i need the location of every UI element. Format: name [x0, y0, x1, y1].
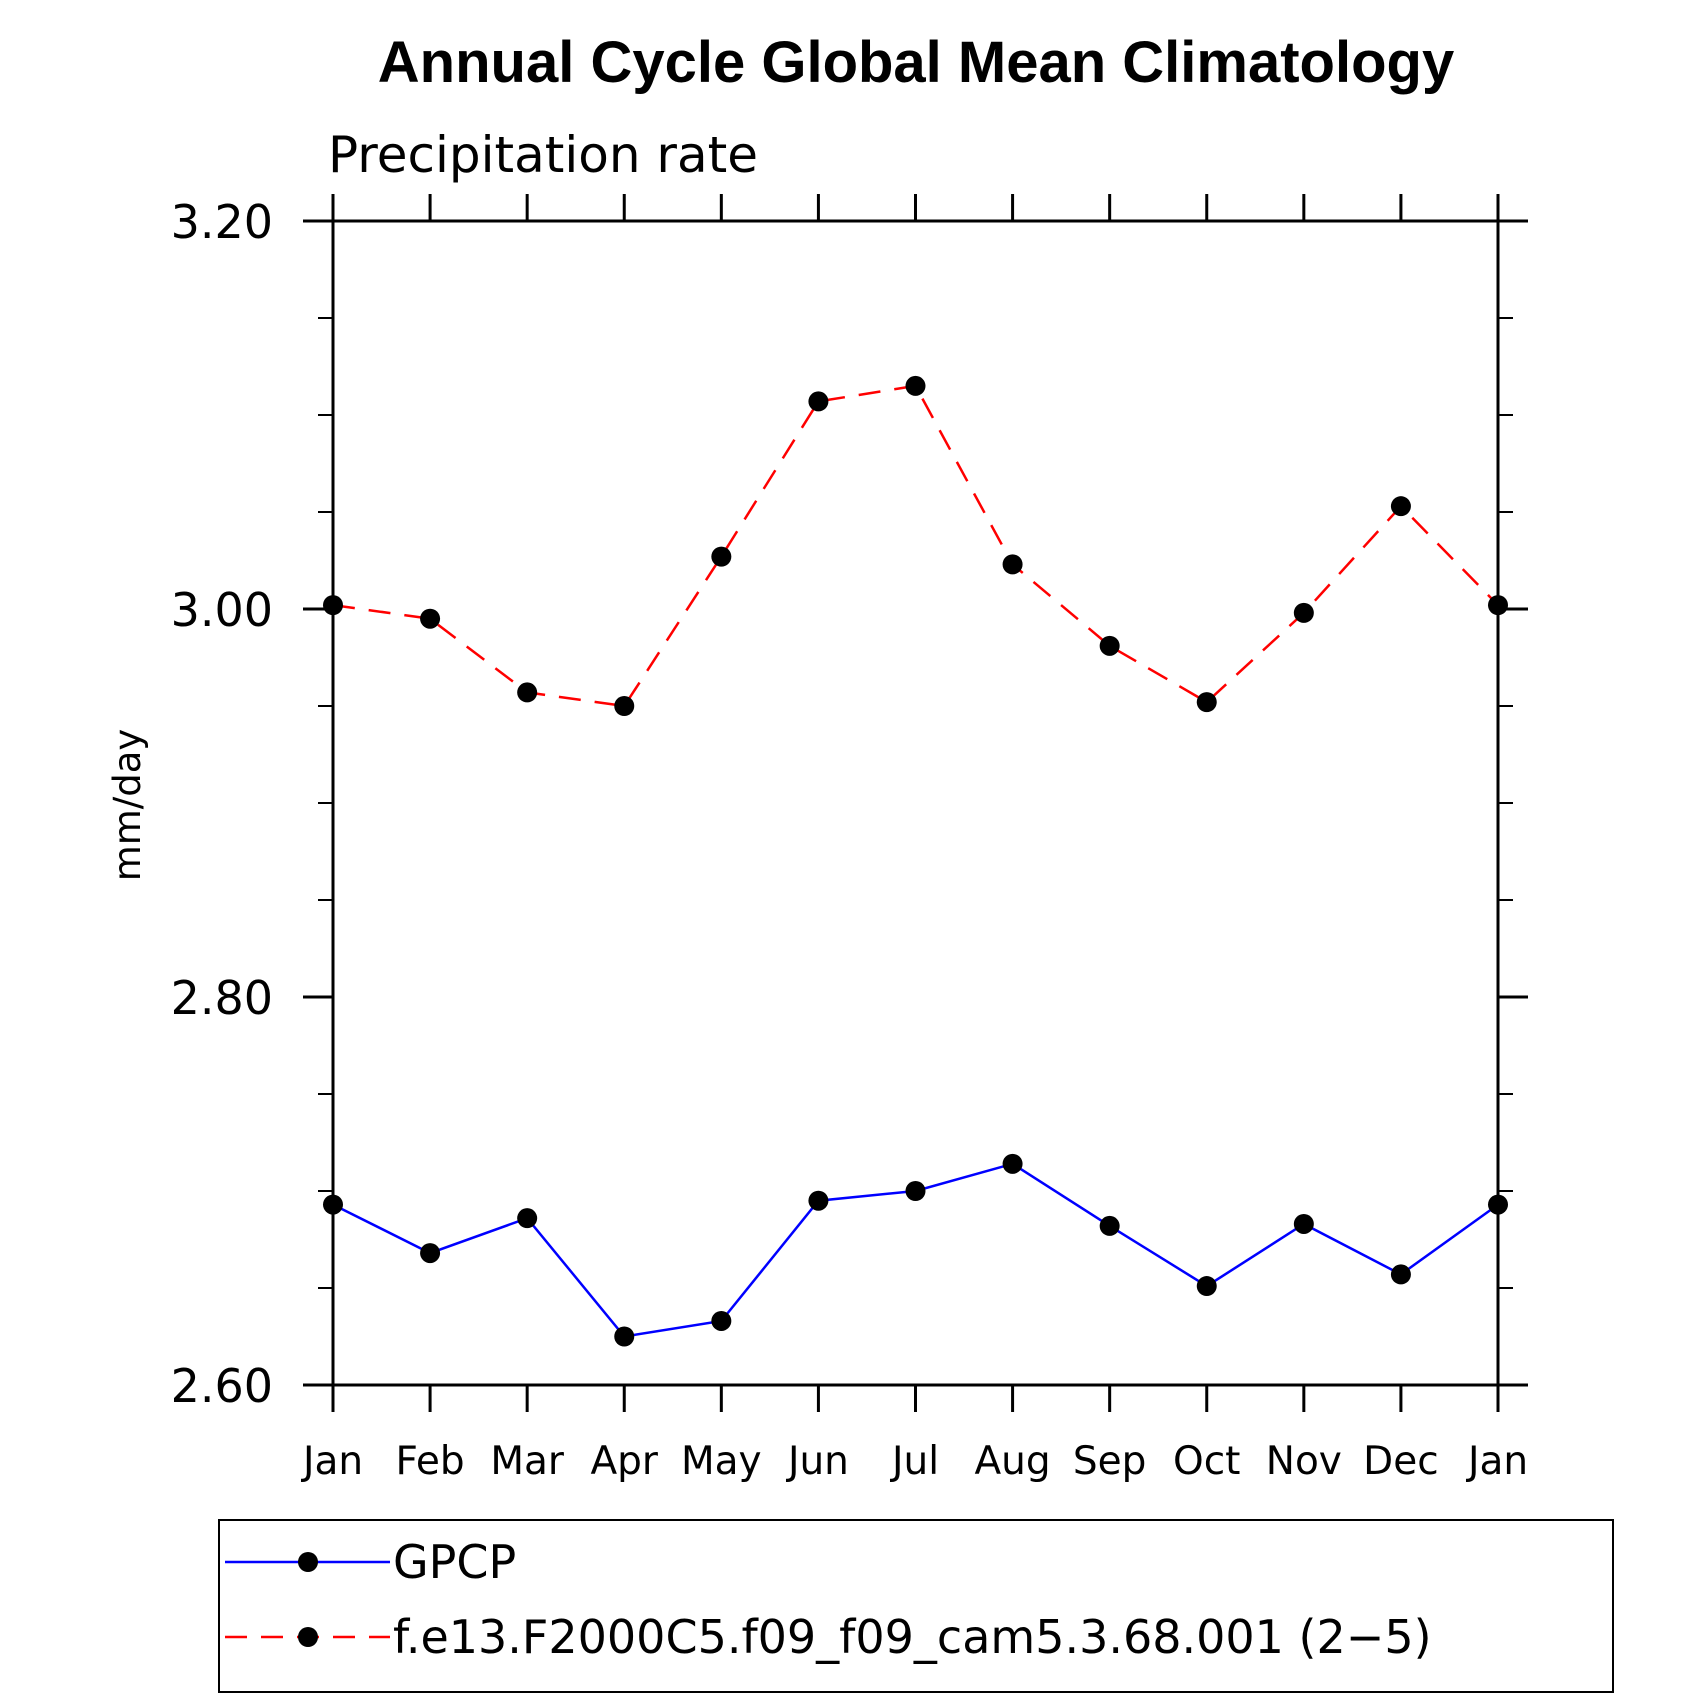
- axis-ticks: [303, 194, 1528, 1412]
- x-tick-label: Feb: [396, 1439, 465, 1484]
- data-point: [614, 1326, 635, 1347]
- data-point: [1196, 692, 1217, 713]
- data-point: [711, 1310, 732, 1331]
- chart-title: Annual Cycle Global Mean Climatology: [378, 30, 1454, 95]
- y-tick-labels: 2.60 2.80 3.00 3.20: [171, 195, 273, 1413]
- data-point: [420, 1243, 441, 1264]
- data-point: [808, 1190, 829, 1211]
- data-point: [517, 1208, 538, 1229]
- legend: GPCP f.e13.F2000C5.f09_f09_cam5.3.68.001…: [218, 1519, 1614, 1693]
- x-tick-label: Sep: [1073, 1439, 1147, 1484]
- data-point: [420, 608, 441, 629]
- x-tick-label: Jan: [1465, 1439, 1528, 1484]
- data-point: [905, 375, 926, 396]
- data-point: [1002, 554, 1023, 575]
- data-point: [808, 391, 829, 412]
- chart-subtitle: Precipitation rate: [328, 126, 758, 184]
- legend-box: [218, 1519, 1614, 1693]
- data-point: [1488, 1194, 1508, 1215]
- data-point: [323, 1194, 343, 1215]
- y-tick-label: 2.80: [171, 971, 273, 1025]
- plot-frame: [331, 219, 1500, 1387]
- legend-label-model: f.e13.F2000C5.f09_f09_cam5.3.68.001 (2−5…: [393, 1610, 1432, 1664]
- x-tick-label: Jul: [889, 1439, 939, 1484]
- data-point: [905, 1181, 926, 1201]
- x-tick-labels: Jan Feb Mar Apr May Jun Jul Aug Sep Oct Nov Dec Jan: [300, 1439, 1528, 1484]
- data-point: [517, 682, 538, 703]
- x-tick-label: Oct: [1173, 1439, 1240, 1484]
- x-tick-label: Jun: [785, 1439, 849, 1484]
- series-group: [323, 375, 1508, 1347]
- x-tick-label: Aug: [975, 1439, 1051, 1484]
- x-tick-label: May: [681, 1439, 762, 1484]
- y-tick-label: 3.20: [171, 195, 273, 249]
- data-point: [1390, 496, 1411, 517]
- y-tick-label: 2.60: [171, 1359, 273, 1413]
- data-point: [1099, 635, 1120, 656]
- legend-marker-model: [298, 1627, 318, 1647]
- data-point: [1196, 1276, 1217, 1297]
- y-axis-label: mm/day: [106, 729, 149, 882]
- x-tick-label: Jan: [300, 1439, 363, 1484]
- data-point: [1390, 1264, 1411, 1285]
- series-line-1: [332, 384, 1499, 708]
- data-point: [1099, 1215, 1120, 1236]
- legend-label-gpcp: GPCP: [393, 1535, 516, 1589]
- data-point: [1293, 602, 1314, 623]
- x-tick-label: Dec: [1363, 1439, 1438, 1484]
- x-tick-label: Apr: [591, 1439, 659, 1484]
- y-tick-label: 3.00: [171, 583, 273, 637]
- x-tick-label: Nov: [1266, 1439, 1342, 1484]
- data-point: [1293, 1213, 1314, 1234]
- data-point: [323, 595, 343, 616]
- data-point: [614, 696, 635, 716]
- data-point: [711, 546, 732, 567]
- data-point: [1002, 1153, 1023, 1174]
- legend-marker-gpcp: [298, 1552, 318, 1572]
- x-tick-label: Mar: [490, 1439, 565, 1484]
- data-point: [1488, 595, 1508, 616]
